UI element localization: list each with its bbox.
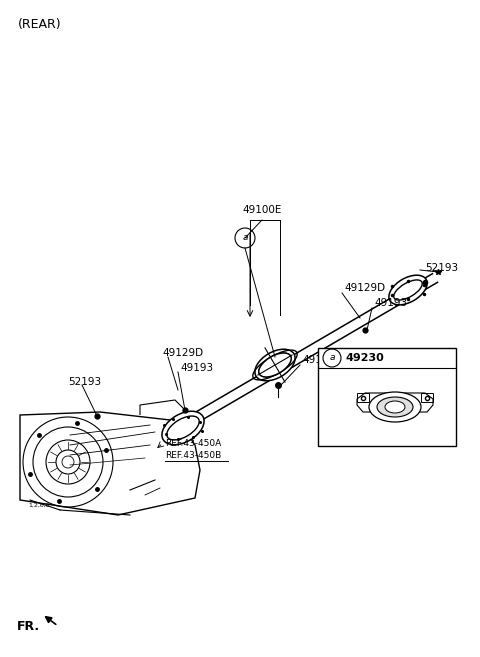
Text: FR.: FR. (17, 620, 40, 633)
Text: 49129C: 49129C (302, 355, 343, 365)
Text: 1,2,6,5: 1,2,6,5 (28, 503, 49, 508)
Ellipse shape (385, 401, 405, 413)
Text: 49129D: 49129D (344, 283, 385, 293)
Ellipse shape (394, 280, 422, 300)
Text: REF.43-450A: REF.43-450A (165, 438, 221, 447)
Text: 49129D: 49129D (162, 348, 203, 358)
Text: (REAR): (REAR) (18, 18, 61, 31)
Ellipse shape (389, 275, 427, 305)
Ellipse shape (377, 397, 413, 417)
Text: 49193: 49193 (180, 363, 213, 373)
Text: 52193: 52193 (68, 377, 101, 387)
Ellipse shape (369, 392, 421, 422)
Text: 49100E: 49100E (242, 205, 282, 215)
Ellipse shape (167, 416, 199, 440)
Text: REF.43-450B: REF.43-450B (165, 451, 221, 461)
Bar (318, 348, 456, 446)
Text: 49230: 49230 (346, 353, 385, 363)
Ellipse shape (162, 411, 204, 445)
Text: a: a (329, 353, 335, 363)
Ellipse shape (259, 353, 291, 377)
Text: a: a (242, 233, 248, 242)
Text: 52193: 52193 (425, 263, 458, 273)
Ellipse shape (255, 350, 295, 381)
Text: 49193: 49193 (374, 298, 407, 308)
